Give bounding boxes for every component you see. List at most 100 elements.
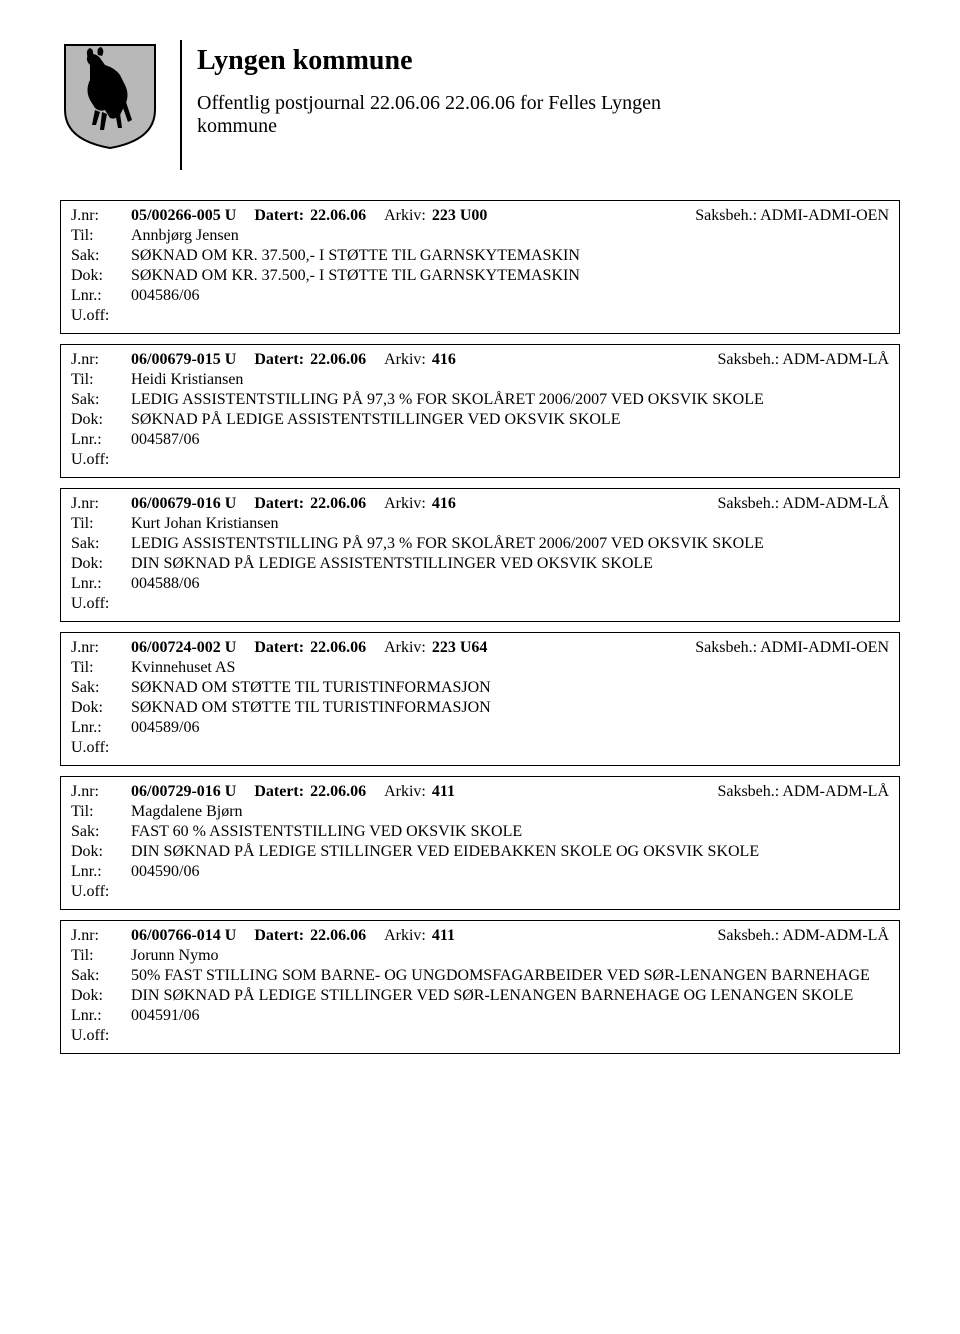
sak-value: LEDIG ASSISTENTSTILLING PÅ 97,3 % FOR SK… [131,535,889,553]
datert-value: 22.06.06 [310,783,366,801]
dok-value: SØKNAD PÅ LEDIGE ASSISTENTSTILLINGER VED… [131,411,889,429]
jnr-row: J.nr: 06/00729-016 U Datert: 22.06.06 Ar… [71,783,889,801]
arkiv-label: Arkiv: [384,927,426,945]
jnr-label: J.nr: [71,783,131,801]
jnr-value: 06/00729-016 U [131,783,236,801]
datert-value: 22.06.06 [310,927,366,945]
sak-value: FAST 60 % ASSISTENTSTILLING VED OKSVIK S… [131,823,889,841]
datert-label: Datert: [254,639,304,657]
uoff-row: U.off: [71,883,889,901]
til-row: Til: Magdalene Bjørn [71,803,889,821]
jnr-row: J.nr: 06/00724-002 U Datert: 22.06.06 Ar… [71,639,889,657]
sak-row: Sak: 50% FAST STILLING SOM BARNE- OG UNG… [71,967,889,985]
jnr-label: J.nr: [71,927,131,945]
jnr-content: 06/00724-002 U Datert: 22.06.06 Arkiv: 2… [131,639,889,657]
datert-label: Datert: [254,207,304,225]
sak-row: Sak: LEDIG ASSISTENTSTILLING PÅ 97,3 % F… [71,535,889,553]
datert-value: 22.06.06 [310,207,366,225]
sak-label: Sak: [71,247,131,265]
uoff-row: U.off: [71,739,889,757]
lnr-label: Lnr.: [71,575,131,593]
lnr-row: Lnr.: 004591/06 [71,1007,889,1025]
dok-value: DIN SØKNAD PÅ LEDIGE STILLINGER VED EIDE… [131,843,889,861]
header-text-block: Lyngen kommune Offentlig postjournal 22.… [197,40,661,138]
til-row: Til: Heidi Kristiansen [71,371,889,389]
sak-label: Sak: [71,823,131,841]
dok-label: Dok: [71,267,131,285]
dok-row: Dok: SØKNAD PÅ LEDIGE ASSISTENTSTILLINGE… [71,411,889,429]
jnr-value: 06/00766-014 U [131,927,236,945]
journal-entry: J.nr: 06/00724-002 U Datert: 22.06.06 Ar… [60,632,900,766]
uoff-label: U.off: [71,451,131,469]
uoff-row: U.off: [71,1027,889,1045]
datert-value: 22.06.06 [310,351,366,369]
sak-row: Sak: SØKNAD OM STØTTE TIL TURISTINFORMAS… [71,679,889,697]
jnr-label: J.nr: [71,207,131,225]
dok-value: DIN SØKNAD PÅ LEDIGE ASSISTENTSTILLINGER… [131,555,889,573]
uoff-label: U.off: [71,739,131,757]
dok-label: Dok: [71,411,131,429]
arkiv-value: 223 U00 [432,207,488,225]
jnr-row: J.nr: 05/00266-005 U Datert: 22.06.06 Ar… [71,207,889,225]
saksbeh-value: Saksbeh.: ADM-ADM-LÅ [717,495,889,513]
dok-row: Dok: DIN SØKNAD PÅ LEDIGE ASSISTENTSTILL… [71,555,889,573]
til-label: Til: [71,803,131,821]
til-label: Til: [71,227,131,245]
jnr-row: J.nr: 06/00679-015 U Datert: 22.06.06 Ar… [71,351,889,369]
jnr-row: J.nr: 06/00679-016 U Datert: 22.06.06 Ar… [71,495,889,513]
entries-list: J.nr: 05/00266-005 U Datert: 22.06.06 Ar… [60,200,900,1054]
jnr-row: J.nr: 06/00766-014 U Datert: 22.06.06 Ar… [71,927,889,945]
lnr-row: Lnr.: 004587/06 [71,431,889,449]
lnr-label: Lnr.: [71,719,131,737]
saksbeh-value: Saksbeh.: ADMI-ADMI-OEN [695,639,889,657]
til-label: Til: [71,371,131,389]
lnr-label: Lnr.: [71,863,131,881]
arkiv-label: Arkiv: [384,495,426,513]
journal-subtitle-1: Offentlig postjournal 22.06.06 22.06.06 … [197,92,661,115]
dok-value: DIN SØKNAD PÅ LEDIGE STILLINGER VED SØR-… [131,987,889,1005]
journal-entry: J.nr: 06/00679-016 U Datert: 22.06.06 Ar… [60,488,900,622]
sak-row: Sak: SØKNAD OM KR. 37.500,- I STØTTE TIL… [71,247,889,265]
arkiv-value: 416 [432,351,456,369]
lnr-value: 004588/06 [131,575,889,593]
municipality-logo [60,40,160,150]
datert-label: Datert: [254,351,304,369]
lnr-value: 004590/06 [131,863,889,881]
sak-value: SØKNAD OM STØTTE TIL TURISTINFORMASJON [131,679,889,697]
saksbeh-value: Saksbeh.: ADMI-ADMI-OEN [695,207,889,225]
uoff-label: U.off: [71,307,131,325]
saksbeh-value: Saksbeh.: ADM-ADM-LÅ [717,351,889,369]
arkiv-label: Arkiv: [384,207,426,225]
til-value: Magdalene Bjørn [131,803,889,821]
jnr-content: 06/00679-015 U Datert: 22.06.06 Arkiv: 4… [131,351,889,369]
uoff-row: U.off: [71,595,889,613]
datert-label: Datert: [254,495,304,513]
arkiv-value: 416 [432,495,456,513]
saksbeh-value: Saksbeh.: ADM-ADM-LÅ [717,783,889,801]
jnr-label: J.nr: [71,495,131,513]
journal-subtitle-2: kommune [197,115,661,138]
til-value: Kvinnehuset AS [131,659,889,677]
jnr-content: 06/00766-014 U Datert: 22.06.06 Arkiv: 4… [131,927,889,945]
arkiv-value: 223 U64 [432,639,488,657]
journal-entry: J.nr: 05/00266-005 U Datert: 22.06.06 Ar… [60,200,900,334]
til-value: Jorunn Nymo [131,947,889,965]
datert-value: 22.06.06 [310,639,366,657]
dok-label: Dok: [71,555,131,573]
lnr-label: Lnr.: [71,287,131,305]
uoff-label: U.off: [71,1027,131,1045]
lnr-value: 004586/06 [131,287,889,305]
sak-value: LEDIG ASSISTENTSTILLING PÅ 97,3 % FOR SK… [131,391,889,409]
uoff-row: U.off: [71,451,889,469]
til-row: Til: Kurt Johan Kristiansen [71,515,889,533]
jnr-value: 06/00679-016 U [131,495,236,513]
dok-row: Dok: DIN SØKNAD PÅ LEDIGE STILLINGER VED… [71,987,889,1005]
datert-value: 22.06.06 [310,495,366,513]
jnr-content: 05/00266-005 U Datert: 22.06.06 Arkiv: 2… [131,207,889,225]
jnr-content: 06/00729-016 U Datert: 22.06.06 Arkiv: 4… [131,783,889,801]
journal-entry: J.nr: 06/00679-015 U Datert: 22.06.06 Ar… [60,344,900,478]
lnr-value: 004587/06 [131,431,889,449]
lnr-value: 004591/06 [131,1007,889,1025]
jnr-label: J.nr: [71,639,131,657]
dok-value: SØKNAD OM KR. 37.500,- I STØTTE TIL GARN… [131,267,889,285]
